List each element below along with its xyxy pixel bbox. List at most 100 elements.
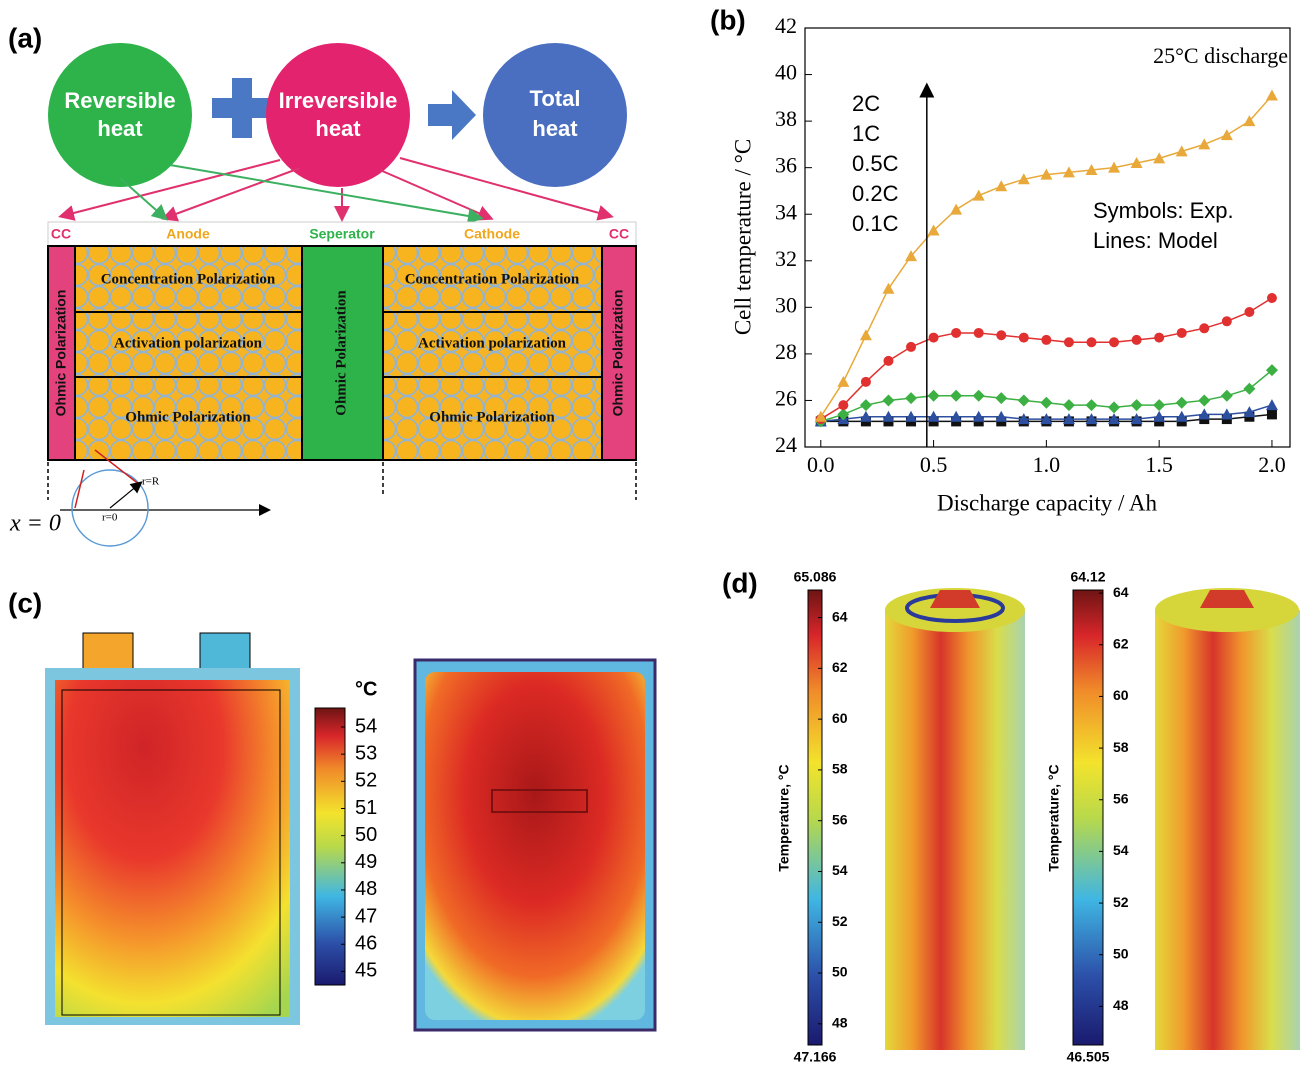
colorbar-tick-label: 51 [355,797,377,819]
colorbar-tick-label: 53 [355,742,377,764]
y-tick-label: 28 [775,339,797,364]
point [950,389,963,402]
series [815,293,1277,425]
sim-outline [61,689,281,1016]
point [1243,382,1256,395]
point [972,189,985,201]
point [859,329,872,341]
point [1175,145,1188,157]
colorbar-unit: °C [355,678,377,700]
colorbar-tick-label: 60 [832,710,848,726]
colorbar-title: Temperature, °C [776,764,792,871]
x-origin: x = 0 [9,511,61,537]
point [1131,334,1142,345]
colorbar-tick-label: 50 [355,824,377,846]
cylinder-top [1155,588,1299,632]
point [1198,138,1211,150]
panel-label: (d) [722,567,758,598]
point [1109,337,1120,348]
point [927,389,940,402]
point [1062,399,1075,412]
point [906,341,917,352]
point [882,410,895,422]
colorbar [314,707,346,986]
point [1153,152,1166,164]
colorbar-tick-label: 54 [1113,842,1129,858]
colorbar-tick-label: 64 [832,608,848,624]
ir-heatmap [425,672,645,1020]
point [1085,163,1098,175]
colorbar-max: 65.086 [794,569,837,585]
chart-title: 25°C discharge [1153,43,1288,68]
cylinder-body [885,610,1025,1050]
point [905,250,918,262]
point [905,410,918,422]
x-tick-label: 0.0 [807,452,835,477]
layer-label: Ohmic Polarization [125,409,251,425]
point [972,389,985,402]
cylinder-body [1155,610,1300,1050]
legend-label: 0.5C [852,151,899,176]
colorbar-tick-label: 54 [355,715,377,737]
colorbar [1072,589,1104,1046]
point [995,410,1008,422]
point [1017,394,1030,407]
colorbar-tick-label: 52 [355,770,377,792]
colorbar-tick-label: 52 [1113,894,1129,910]
colorbar-tick-label: 50 [1113,945,1129,961]
point [1220,408,1233,420]
legend-label: 0.1C [852,211,899,236]
circle-label: Irreversible [279,88,398,113]
legend-label: 1C [852,121,880,146]
layer-label: Activation polarization [418,335,567,351]
y-tick-label: 38 [775,106,797,131]
plus [212,78,272,138]
colorbar-tick-label: 54 [832,862,848,878]
y-tick-label: 30 [775,292,797,317]
colorbar-tick-label: 47 [355,905,377,927]
layer-label: Concentration Polarization [101,271,276,287]
point [973,327,984,338]
point [1040,396,1053,409]
point [928,332,939,343]
colorbar-tick-label: 50 [832,964,848,980]
point [1062,413,1075,425]
panel-d: (d) 48 50 52 54 56 58 60 62 64 65.086 47.166 Temper… [722,567,1300,1065]
point [1085,413,1098,425]
point [1017,173,1030,185]
colorbar-min: 47.166 [794,1049,837,1065]
y-tick-label: 34 [775,199,797,224]
colorbar-tick-label: 45 [355,960,377,982]
point [1108,413,1121,425]
cathode [382,245,603,461]
colorbar-min: 46.505 [1067,1049,1110,1065]
circle-label: Reversible [64,88,175,113]
colorbar-tick-label: 48 [1113,997,1129,1013]
legend-label: 2C [852,91,880,116]
y-tick-label: 24 [775,432,797,457]
point [927,410,940,422]
panel-a: (a) Reversible heat Irreversible heat To… [8,22,637,547]
point [814,410,827,422]
point [837,408,850,421]
point [1040,168,1053,180]
point [1017,413,1030,425]
layer-dividers [75,311,602,378]
cc-label: Ohmic Polarization [53,290,69,417]
x-tick-label: 1.5 [1145,452,1173,477]
circle-label: Total [530,86,581,111]
point [1130,413,1143,425]
region-label: Cathode [464,226,520,242]
y-tick-label: 26 [775,385,797,410]
series [814,399,1278,427]
series [814,89,1278,422]
region-label: CC [51,226,71,242]
colorbar-tick-label: 64 [1113,584,1129,600]
x-axis-label: Discharge capacity / Ah [937,490,1157,515]
point [1018,332,1029,343]
separator [301,245,384,461]
point [1108,401,1121,414]
legend-label: 0.2C [852,181,899,206]
point [1175,396,1188,409]
point [882,394,895,407]
